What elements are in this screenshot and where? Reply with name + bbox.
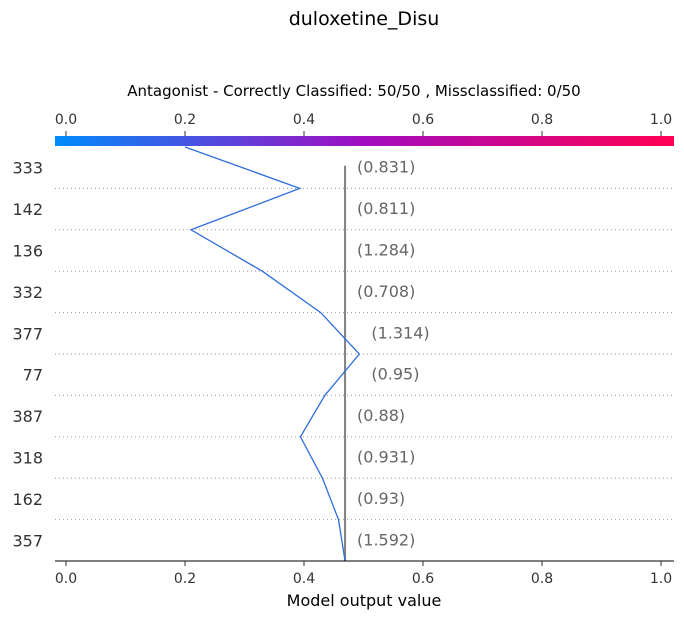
bottom-tick-label: 0.4: [293, 571, 315, 587]
row-value-label: (0.931): [357, 448, 415, 467]
row-value-label: (0.93): [357, 489, 405, 508]
top-tick-label: 0.8: [531, 112, 553, 128]
row-feature-label: 77: [23, 366, 43, 385]
bottom-axis: 0.0 0.2 0.4 0.6 0.8 1.0: [55, 561, 672, 587]
row-feature-label: 387: [12, 407, 43, 426]
chart-title: duloxetine_Disu: [289, 8, 440, 30]
rows-group: 333 142 136 332 377 77 387 318 162 357 (0.831) (0.8…: [12, 158, 674, 550]
row-value-label: (0.88): [357, 406, 405, 425]
row-value-label: (0.831): [357, 158, 415, 177]
top-tick-label: 0.0: [55, 112, 77, 128]
row-feature-label: 142: [12, 200, 43, 219]
decision-path: [184, 146, 361, 562]
bottom-tick-label: 0.2: [174, 571, 196, 587]
bottom-tick-label: 1.0: [650, 571, 672, 587]
top-tick-label: 1.0: [650, 112, 672, 128]
top-tick-label: 0.4: [293, 112, 315, 128]
row-value-label: (0.708): [357, 282, 415, 301]
row-feature-label: 318: [12, 449, 43, 468]
bottom-tick-label: 0.8: [531, 571, 553, 587]
row-feature-label: 357: [12, 531, 43, 550]
top-tick-label: 0.6: [412, 112, 434, 128]
row-value-label: (0.811): [357, 199, 415, 218]
row-value-label: (0.95): [371, 365, 419, 384]
row-value-label: (1.284): [357, 241, 415, 260]
row-value-label: (1.314): [371, 323, 429, 342]
chart-subtitle: Antagonist - Correctly Classified: 50/50…: [127, 82, 580, 100]
bottom-tick-label: 0.0: [55, 571, 77, 587]
row-feature-label: 332: [12, 283, 43, 302]
row-feature-label: 377: [12, 324, 43, 343]
colorbar: [55, 136, 674, 146]
top-tick-label: 0.2: [174, 112, 196, 128]
x-axis-label: Model output value: [287, 591, 442, 610]
row-feature-label: 333: [12, 159, 43, 178]
bottom-tick-label: 0.6: [412, 571, 434, 587]
row-value-label: (1.592): [357, 530, 415, 549]
row-feature-label: 136: [12, 242, 43, 261]
row-feature-label: 162: [12, 490, 43, 509]
top-axis: 0.0 0.2 0.4 0.6 0.8 1.0: [55, 112, 672, 136]
